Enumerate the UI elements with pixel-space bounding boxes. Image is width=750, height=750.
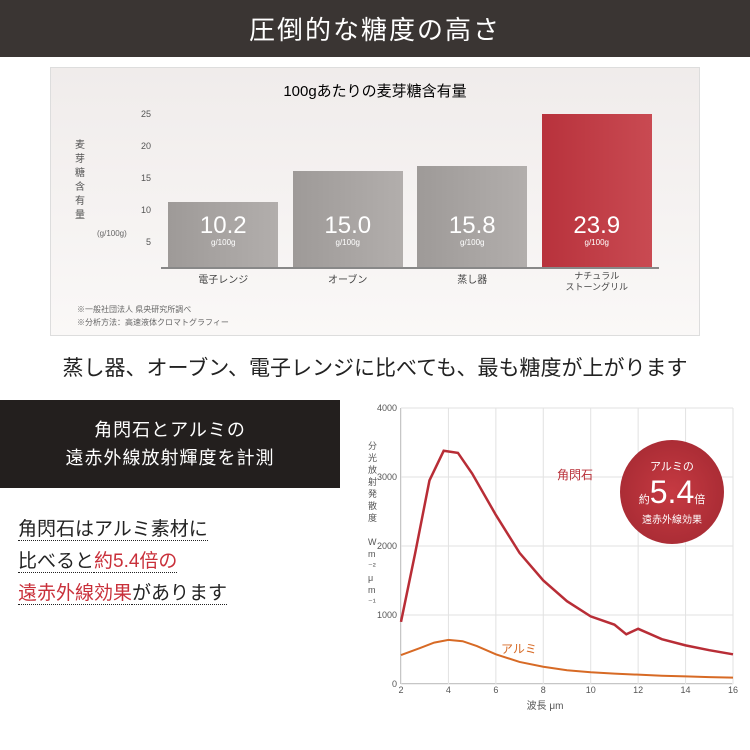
bar: 15.8g/100g [417, 166, 527, 267]
bar-chart-body: 麦芽糖含有量 (g/100g) 510152025 10.2g/100g 15.… [71, 109, 679, 279]
badge-line3: 遠赤外線効果 [620, 511, 724, 526]
measure-text-3b: があります [132, 583, 227, 605]
measure-body: 角閃石はアルミ素材に 比べると約5.4倍の 遠赤外線効果があります [0, 488, 340, 636]
bar-chart-section: 100gあたりの麦芽糖含有量 麦芽糖含有量 (g/100g) 510152025… [0, 57, 750, 340]
line-chart: 分光放射発散度 Wm⁻²μm⁻¹ 01000200030004000246810… [340, 400, 750, 716]
measure-text-3: 遠赤外線効果 [18, 583, 132, 605]
bar-chart-notes: ※一般社団法人 県央研究所調べ ※分析方法：高速液体クロマトグラフィー [71, 303, 679, 329]
badge-line1: アルミの [620, 458, 724, 474]
bar-chart-yaxis: 510152025 [131, 109, 151, 269]
bar-chart-yunit: (g/100g) [97, 229, 127, 238]
lower-left: 角閃石とアルミの 遠赤外線放射輝度を計測 角閃石はアルミ素材に 比べると約5.4… [0, 400, 340, 716]
caption-text: 蒸し器、オーブン、電子レンジに比べても、最も糖度が上がります [0, 340, 750, 400]
lower-section: 角閃石とアルミの 遠赤外線放射輝度を計測 角閃石はアルミ素材に 比べると約5.4… [0, 400, 750, 716]
measure-heading: 角閃石とアルミの 遠赤外線放射輝度を計測 [0, 400, 340, 488]
bar-chart-plot: 10.2g/100g 15.0g/100g 15.8g/100g 23.9g/1… [161, 109, 659, 269]
bar-chart-xlabels: 電子レンジオーブン蒸し器ナチュラルストーングリル [161, 271, 659, 293]
bar: 15.0g/100g [293, 171, 403, 267]
line-chart-ylabel: 分光放射発散度 Wm⁻²μm⁻¹ [368, 440, 377, 608]
measure-heading-l2: 遠赤外線放射輝度を計測 [66, 448, 275, 468]
bar: 10.2g/100g [168, 202, 278, 267]
series-label-amphibole: 角閃石 [557, 466, 593, 483]
measure-text-2a: 比べると [18, 551, 94, 573]
bar: 23.9g/100g [542, 114, 652, 267]
bar-chart-ylabel: 麦芽糖含有量 [75, 139, 85, 223]
note-line: ※分析方法：高速液体クロマトグラフィー [77, 316, 679, 329]
line-chart-xlabel: 波長 μm [527, 697, 564, 712]
note-line: ※一般社団法人 県央研究所調べ [77, 303, 679, 316]
measure-text-1: 角閃石はアルミ素材に [18, 519, 208, 541]
header-title: 圧倒的な糖度の高さ [0, 0, 750, 57]
badge-line2: 約5.4倍 [620, 474, 724, 511]
ratio-badge: アルミの 約5.4倍 遠赤外線効果 [620, 440, 724, 544]
measure-text-2b: 約5.4倍の [94, 551, 177, 573]
measure-heading-l1: 角閃石とアルミの [94, 420, 246, 440]
series-label-aluminum: アルミ [501, 640, 537, 657]
bar-chart-title: 100gあたりの麦芽糖含有量 [71, 80, 679, 101]
line-chart-section: 分光放射発散度 Wm⁻²μm⁻¹ 01000200030004000246810… [340, 400, 750, 716]
bar-chart-box: 100gあたりの麦芽糖含有量 麦芽糖含有量 (g/100g) 510152025… [50, 67, 700, 336]
